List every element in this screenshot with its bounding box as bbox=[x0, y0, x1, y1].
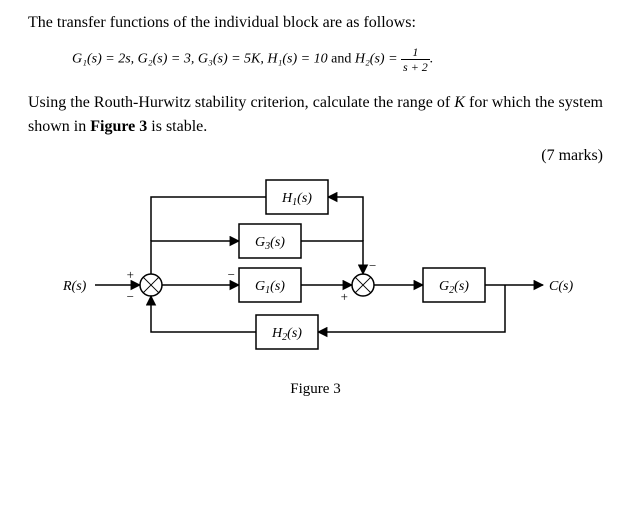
eq-h1: H₁(s) = 10 bbox=[267, 52, 327, 67]
svg-text:G2(s): G2(s) bbox=[439, 279, 469, 296]
marks-label: (7 marks) bbox=[28, 147, 603, 165]
instr-pre: Using the Routh-Hurwitz stability criter… bbox=[28, 94, 454, 111]
eq-h2-lhs: H₂(s) = bbox=[355, 52, 401, 67]
instr-kappa: K bbox=[454, 94, 465, 111]
instruction-text: Using the Routh-Hurwitz stability criter… bbox=[28, 91, 603, 139]
eq-g3: G₃(s) = 5K, bbox=[198, 52, 264, 67]
svg-text:+: + bbox=[340, 289, 347, 304]
svg-text:C(s): C(s) bbox=[549, 279, 573, 294]
transfer-equations: G₁(s) = 2s, G₂(s) = 3, G₃(s) = 5K, H₁(s)… bbox=[28, 46, 603, 73]
svg-text:−: − bbox=[227, 267, 234, 282]
svg-text:+: + bbox=[126, 267, 133, 282]
svg-text:−: − bbox=[369, 258, 376, 273]
eq-dot: . bbox=[430, 52, 434, 67]
svg-text:H1(s): H1(s) bbox=[281, 191, 312, 208]
eq-g2: G₂(s) = 3, bbox=[138, 52, 195, 67]
eq-g1: G₁(s) = 2s, bbox=[72, 52, 134, 67]
svg-text:R(s): R(s) bbox=[62, 279, 87, 294]
eq-and: and bbox=[328, 52, 355, 67]
instr-figref: Figure 3 bbox=[90, 118, 147, 135]
eq-fraction: 1s + 2 bbox=[401, 46, 430, 73]
instr-end: is stable. bbox=[147, 118, 207, 135]
eq-frac-num: 1 bbox=[401, 46, 430, 60]
eq-frac-den: s + 2 bbox=[401, 60, 430, 73]
block-diagram: R(s) C(s) + − − G1(s) + G2(s) G3(s) − H1(s) H2(s) bbox=[51, 175, 581, 375]
svg-text:G1(s): G1(s) bbox=[255, 279, 285, 296]
svg-text:−: − bbox=[126, 289, 133, 304]
svg-text:G3(s): G3(s) bbox=[255, 235, 285, 252]
page: The transfer functions of the individual… bbox=[0, 0, 631, 528]
figure-caption: Figure 3 bbox=[28, 381, 603, 398]
intro-text: The transfer functions of the individual… bbox=[28, 14, 603, 32]
svg-text:H2(s): H2(s) bbox=[271, 326, 302, 343]
